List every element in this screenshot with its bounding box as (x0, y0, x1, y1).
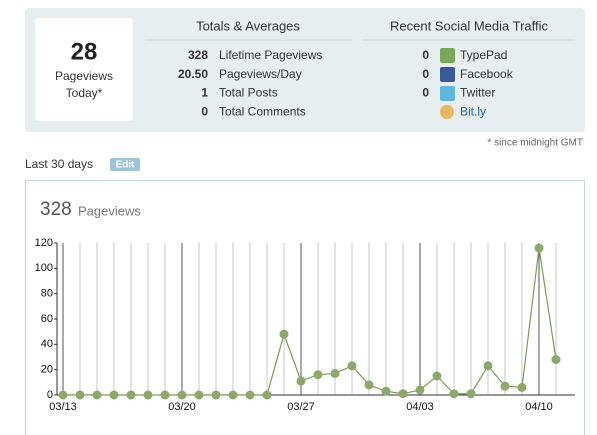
today-box (35, 18, 133, 121)
data-point (160, 390, 170, 400)
data-point (279, 329, 289, 339)
y-tick-label: 0 (47, 389, 53, 401)
note: * since midnight GMT (487, 138, 583, 149)
y-tick-label: 120 (35, 237, 53, 249)
total-value: 20.50 (178, 67, 208, 81)
edit-button[interactable] (110, 158, 140, 171)
y-tick-label: 60 (41, 313, 53, 325)
social-label: Bit.ly (460, 104, 486, 118)
data-point (415, 385, 425, 395)
social-title: Recent Social Media Traffic (390, 18, 548, 33)
total-label: Pageviews/Day (219, 67, 302, 81)
data-point (534, 243, 544, 253)
x-tick-label: 03/27 (287, 401, 315, 413)
data-point (245, 390, 255, 400)
data-point (228, 390, 238, 400)
facebook-icon (440, 67, 455, 82)
data-point (177, 390, 187, 400)
total-value: 328 (188, 48, 208, 62)
social-value: 0 (422, 48, 429, 62)
y-tick-label: 20 (41, 364, 53, 376)
total-value: 0 (201, 104, 208, 118)
chart-frame (25, 180, 585, 435)
typepad-icon (440, 48, 455, 63)
social-value: 0 (422, 67, 429, 81)
today-label: Pageviews (55, 69, 113, 83)
social-label: Twitter (460, 86, 495, 100)
bitly-icon (440, 105, 454, 119)
data-point (500, 381, 510, 391)
data-point (262, 390, 272, 400)
data-point (364, 380, 374, 390)
chart-total: 328 (40, 199, 72, 220)
social-value: 0 (422, 86, 429, 100)
data-point (551, 355, 561, 365)
x-tick-label: 03/13 (49, 401, 77, 413)
y-tick-label: 80 (41, 288, 53, 300)
data-point (109, 390, 119, 400)
social-label: TypePad (460, 48, 507, 62)
x-tick-label: 03/20 (168, 401, 196, 413)
data-point (517, 382, 527, 392)
data-point (381, 386, 391, 396)
social-label: Facebook (460, 67, 514, 81)
edit-label[interactable]: Edit (116, 160, 136, 171)
total-label: Total Posts (219, 86, 278, 100)
today-value: 28 (71, 38, 98, 65)
data-point (75, 390, 85, 400)
data-point (211, 390, 221, 400)
data-point (92, 390, 102, 400)
x-tick-label: 04/03 (406, 401, 434, 413)
data-point (330, 368, 340, 378)
totals-title: Totals & Averages (196, 18, 300, 33)
data-point (347, 361, 357, 371)
data-point (449, 389, 459, 399)
total-label: Total Comments (219, 104, 306, 118)
data-point (483, 361, 493, 371)
section-title: Last 30 days (25, 157, 93, 171)
today-label: Today* (66, 86, 103, 100)
data-point (296, 376, 306, 386)
total-label: Lifetime Pageviews (219, 48, 322, 62)
chart-title: Pageviews (78, 203, 141, 218)
total-value: 1 (201, 86, 208, 100)
data-point (143, 390, 153, 400)
x-tick-label: 04/10 (525, 401, 553, 413)
data-point (58, 390, 68, 400)
y-tick-label: 100 (35, 262, 53, 274)
y-tick-label: 40 (41, 338, 53, 350)
data-point (313, 370, 323, 380)
data-point (194, 390, 204, 400)
data-point (432, 371, 442, 381)
data-point (466, 389, 476, 399)
data-point (398, 389, 408, 399)
twitter-icon (440, 86, 455, 101)
data-point (126, 390, 136, 400)
